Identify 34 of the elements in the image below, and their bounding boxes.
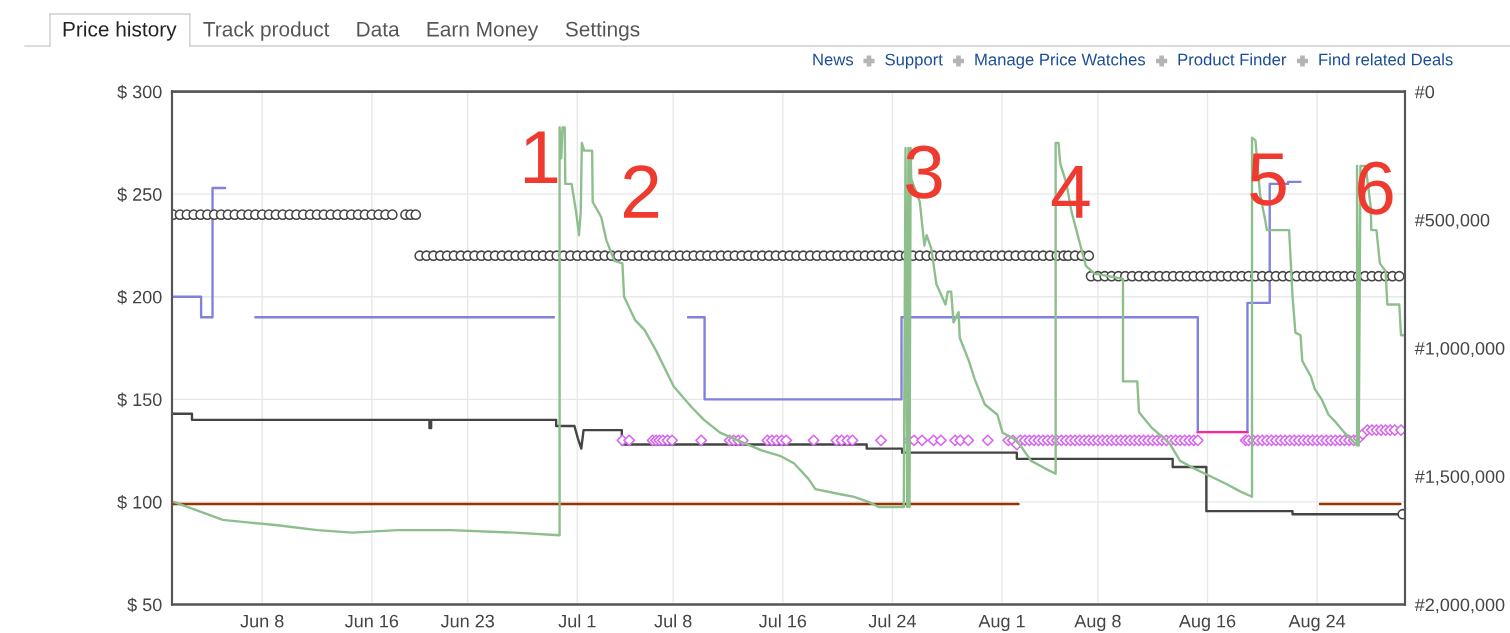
x-tick-label: Jun 16: [344, 614, 399, 628]
text: Find related Deals: [1319, 53, 1453, 66]
x-tick-label: Aug 16: [1178, 614, 1236, 632]
text: Support: [885, 53, 943, 69]
y2-tick-label: #1,500,000: [1414, 470, 1505, 486]
x-tick-label: Jul 24: [868, 614, 916, 628]
x-tick-label: Aug 1: [978, 614, 1025, 632]
y2-tick-label: #1,000,000: [1414, 341, 1505, 357]
text: Product Finder: [1178, 53, 1287, 66]
y-tick-label: $ 50: [127, 597, 162, 613]
text: Data: [357, 22, 400, 37]
x-tick-label: Jun 8: [240, 614, 284, 628]
y2-tick-label: #500,000: [1414, 213, 1490, 229]
x-tick-label: Jul 16: [758, 614, 807, 628]
y-tick-label: $ 200: [117, 289, 162, 305]
annotation: 2: [623, 165, 659, 218]
x-tick-label: Jul 1: [558, 614, 596, 628]
text: News: [813, 53, 854, 66]
x-tick-label: Aug 8: [1074, 614, 1121, 632]
text: Track product: [203, 21, 330, 41]
text: Settings: [565, 21, 640, 41]
y-tick-label: $ 300: [117, 84, 162, 100]
y-tick-label: $ 250: [117, 187, 162, 202]
text: Price history: [63, 21, 177, 41]
annotation: 1: [524, 131, 558, 183]
x-tick-label: Jun 23: [440, 614, 495, 628]
text: Earn Money: [427, 22, 539, 41]
x-tick-label: Jul 8: [654, 614, 692, 628]
y-tick-label: $ 100: [117, 495, 162, 510]
y2-tick-label: #0: [1414, 85, 1435, 99]
text: Manage Price Watches: [975, 53, 1146, 69]
y2-tick-label: #2,000,000: [1414, 598, 1505, 614]
y-tick-label: $ 150: [117, 392, 162, 408]
x-tick-label: Aug 24: [1288, 614, 1346, 632]
